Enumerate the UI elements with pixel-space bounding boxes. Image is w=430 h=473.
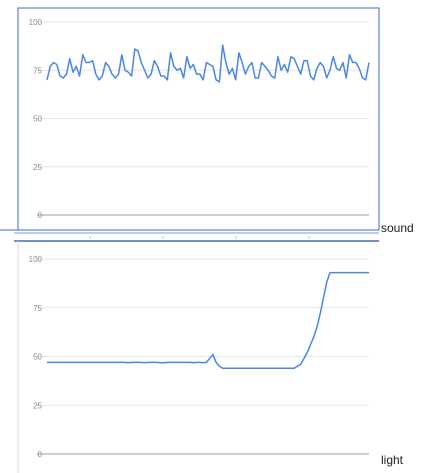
- light-label: light: [381, 453, 404, 467]
- light-series-line: [47, 271, 369, 369]
- sound-series-line: [46, 44, 370, 83]
- y-tick-label: 0: [38, 450, 43, 459]
- sound-chart-panel: 0 25 50 75 100 sound: [0, 0, 430, 239]
- y-tick-labels: 0 25 50 75 100: [29, 18, 43, 220]
- y-tick-label: 0: [38, 211, 43, 220]
- light-chart: 0 25 50 75 100: [14, 240, 379, 473]
- sound-chart: 0 25 50 75 100: [0, 7, 380, 239]
- y-tick-label: 75: [33, 66, 42, 75]
- y-grid: [37, 258, 369, 455]
- light-chart-panel: 0 25 50 75 100 light: [0, 236, 430, 473]
- y-tick-label: 50: [33, 115, 42, 124]
- y-tick-label: 100: [29, 255, 43, 264]
- x-tick-marks: [89, 236, 310, 239]
- y-tick-label: 25: [33, 163, 42, 172]
- y-tick-label: 75: [33, 304, 42, 313]
- y-tick-labels: 0 25 50 75 100: [29, 255, 43, 459]
- y-tick-label: 25: [33, 401, 42, 410]
- y-tick-label: 100: [29, 18, 43, 27]
- y-grid: [37, 21, 369, 216]
- y-tick-label: 50: [33, 353, 42, 362]
- sound-label: sound: [381, 221, 414, 235]
